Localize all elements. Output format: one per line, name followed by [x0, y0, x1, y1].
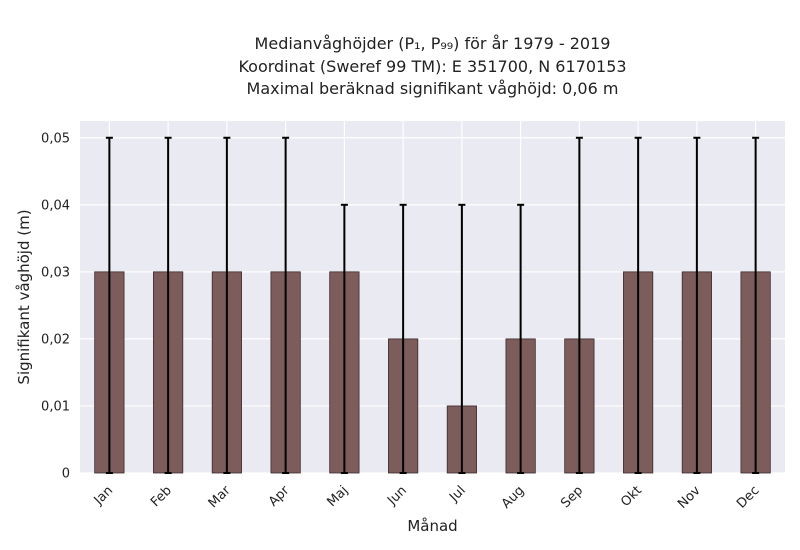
- x-tick-label: Maj: [324, 483, 351, 510]
- y-tick-label: 0: [62, 467, 70, 482]
- y-tick-label: 0,05: [41, 131, 70, 146]
- x-axis-ticks: Jan Feb Mar Apr Maj Jun Jul Aug Sep Okt Nov Dec: [91, 483, 763, 512]
- error-bars: [105, 136, 760, 474]
- x-tick-label: Sep: [558, 483, 586, 511]
- x-tick-label: Apr: [266, 483, 293, 510]
- x-tick-label: Jun: [384, 483, 410, 509]
- y-tick-label: 0,04: [41, 198, 70, 213]
- x-tick-label: Mar: [206, 483, 234, 511]
- x-tick-label: Jan: [91, 483, 116, 508]
- x-tick-label: Dec: [734, 483, 762, 511]
- title-line-3: Maximal beräknad signifikant våghöjd: 0,…: [246, 79, 619, 98]
- plot-area: [80, 121, 785, 473]
- y-axis-ticks: 0 0,01 0,02 0,03 0,04 0,05: [41, 131, 70, 481]
- x-tick-label: Aug: [499, 483, 528, 512]
- title-line-2: Koordinat (Sweref 99 TM): E 351700, N 61…: [238, 56, 627, 76]
- y-tick-label: 0,01: [41, 399, 70, 414]
- x-axis-label: Månad: [407, 517, 457, 535]
- x-tick-label: Feb: [148, 483, 175, 510]
- y-tick-label: 0,03: [41, 265, 70, 280]
- x-tick-label: Nov: [675, 483, 704, 512]
- x-tick-label: Okt: [618, 483, 645, 510]
- y-tick-label: 0,02: [41, 332, 70, 347]
- chart-title: Medianvåghöjder (P₁, P₉₉) för år 1979 - …: [80, 33, 785, 101]
- y-axis-label: Signifikant våghöjd (m): [15, 209, 33, 384]
- x-tick-label: Jul: [446, 483, 468, 505]
- title-line-1: Medianvåghöjder (P₁, P₉₉) för år 1979 - …: [254, 34, 611, 53]
